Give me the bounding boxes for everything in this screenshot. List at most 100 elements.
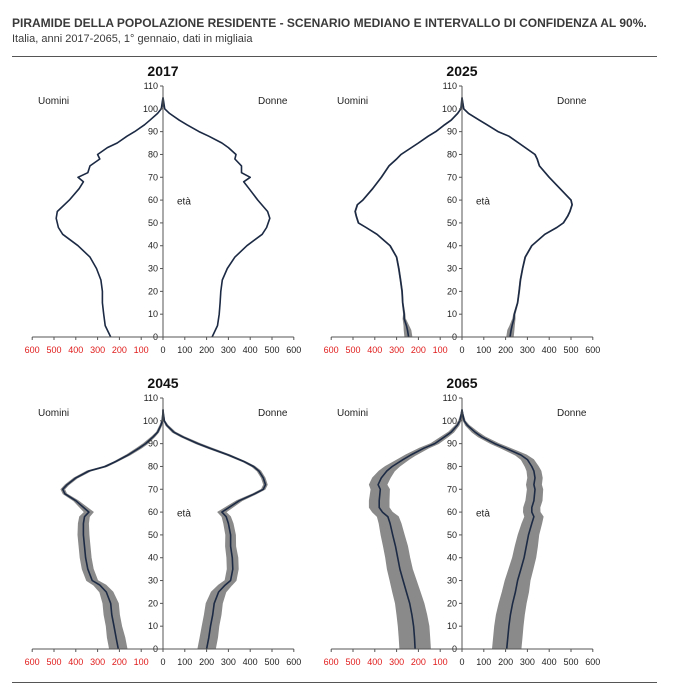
chart-title: 2025 [446,63,477,79]
x-tick-label-men: 600 [324,345,339,355]
men-median-line [61,409,164,650]
age-tick-label: 10 [447,621,457,631]
age-tick-label: 60 [148,195,158,205]
x-tick-label-women: 300 [520,345,535,355]
women-label: Donne [557,408,587,419]
women-label: Donne [258,96,288,107]
age-tick-label: 70 [148,484,158,494]
age-tick-label: 70 [447,172,457,182]
x-tick-label-men: 600 [25,657,40,667]
age-axis-label: età [476,197,490,208]
women-median-line [162,97,271,338]
x-tick-label-men: 300 [389,657,404,667]
age-tick-label: 30 [148,264,158,274]
men-confidence-band [354,97,463,338]
age-tick-label: 40 [148,553,158,563]
age-tick-label: 50 [447,218,457,228]
men-label: Uomini [337,96,368,107]
women-confidence-band [162,97,271,338]
age-tick-label: 10 [447,309,457,319]
women-label: Donne [258,408,288,419]
x-tick-label-men: 600 [324,657,339,667]
x-tick-label-men: 600 [25,345,40,355]
x-tick-label-men: 500 [345,657,360,667]
chart-title: 2045 [147,375,178,391]
age-tick-label: 20 [148,286,158,296]
x-tick-label-men: 500 [345,345,360,355]
age-tick-label: 30 [447,576,457,586]
age-tick-label: 90 [447,439,457,449]
page-subtitle: Italia, anni 2017-2065, 1° gennaio, dati… [12,33,253,45]
x-tick-label-women: 0 [160,345,165,355]
x-tick-label-women: 200 [199,345,214,355]
x-tick-label-women: 600 [286,657,301,667]
x-tick-label-men: 100 [433,345,448,355]
x-tick-label-women: 500 [563,657,578,667]
age-tick-label: 40 [447,241,457,251]
age-tick-label: 80 [447,461,457,471]
men-label: Uomini [337,408,368,419]
age-tick-label: 20 [447,598,457,608]
men-median-line [55,97,164,338]
age-axis-label: età [177,197,191,208]
x-tick-label-women: 200 [498,657,513,667]
age-tick-label: 20 [148,598,158,608]
x-tick-label-women: 600 [585,345,600,355]
age-tick-label: 50 [447,530,457,540]
age-tick-label: 60 [148,507,158,517]
men-median-line [354,97,463,338]
x-tick-label-women: 100 [177,345,192,355]
age-tick-label: 70 [148,172,158,182]
men-label: Uomini [38,408,69,419]
x-tick-label-women: 300 [520,657,535,667]
bottom-divider [12,682,657,683]
women-median-line [461,409,536,650]
age-tick-label: 100 [442,416,457,426]
chart-title: 2065 [446,375,477,391]
top-divider [12,56,657,57]
x-tick-label-men: 100 [433,657,448,667]
x-tick-label-women: 300 [221,657,236,667]
age-tick-label: 100 [143,104,158,114]
x-tick-label-men: 200 [112,657,127,667]
x-tick-label-women: 400 [542,657,557,667]
men-confidence-band [55,97,164,338]
x-tick-label-women: 600 [286,345,301,355]
women-label: Donne [557,96,587,107]
x-tick-label-men: 500 [46,345,61,355]
pyramid-panel-2025: 2025 Uomini Donne età 0 10 20 30 40 50 60 70 80 90 100… [324,63,601,355]
x-tick-label-men: 300 [389,345,404,355]
page-title: PIRAMIDE DELLA POPOLAZIONE RESIDENTE - S… [12,16,647,30]
x-tick-label-women: 0 [459,345,464,355]
age-tick-label: 30 [148,576,158,586]
age-tick-label: 90 [148,439,158,449]
age-tick-label: 60 [447,507,457,517]
x-tick-label-men: 300 [90,345,105,355]
x-tick-label-men: 200 [411,657,426,667]
x-tick-label-women: 100 [476,657,491,667]
age-tick-label: 70 [447,484,457,494]
women-median-line [461,97,573,338]
age-tick-label: 110 [443,393,457,403]
x-tick-label-women: 400 [243,345,258,355]
pyramid-panel-2045: 2045 Uomini Donne età 0 10 20 30 40 50 60 70 80 90 100… [25,375,302,667]
x-tick-label-men: 100 [134,345,149,355]
x-tick-label-women: 500 [563,345,578,355]
age-tick-label: 40 [447,553,457,563]
age-tick-label: 110 [144,393,158,403]
age-tick-label: 50 [148,530,158,540]
women-median-line [162,409,267,650]
x-tick-label-women: 400 [542,345,557,355]
x-tick-label-men: 400 [367,657,382,667]
x-tick-label-women: 400 [243,657,258,667]
women-confidence-band [162,409,268,650]
age-tick-label: 40 [148,241,158,251]
age-tick-label: 90 [148,127,158,137]
age-tick-label: 110 [144,81,158,91]
x-tick-label-women: 500 [264,657,279,667]
age-axis-label: età [177,509,191,520]
age-tick-label: 80 [148,461,158,471]
age-tick-label: 10 [148,309,158,319]
age-tick-label: 20 [447,286,457,296]
